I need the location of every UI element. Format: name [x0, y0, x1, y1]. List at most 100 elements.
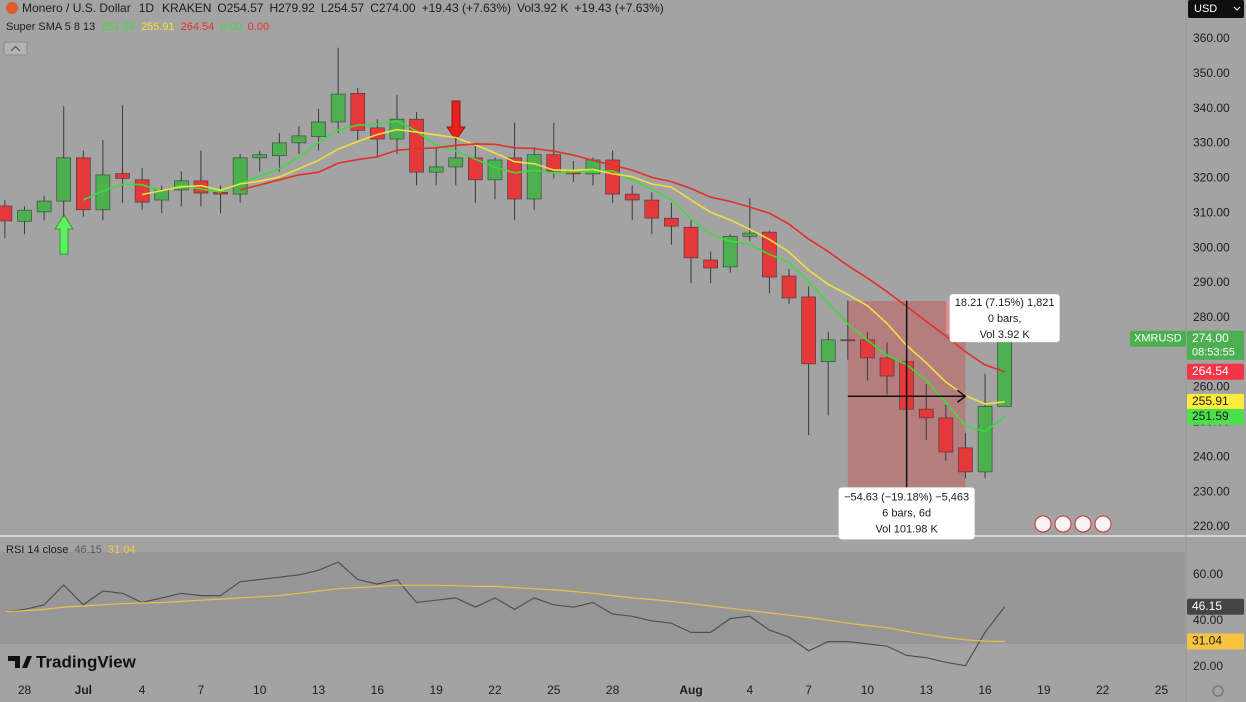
x-tick-label: 7	[198, 683, 205, 697]
y-tick-label: 330.00	[1193, 136, 1230, 150]
y-tick-label: 340.00	[1193, 101, 1230, 115]
candle-body	[350, 93, 366, 131]
event-flag[interactable]	[1034, 515, 1052, 533]
indicator-name: RSI 14 close	[6, 544, 68, 556]
candle-body	[409, 118, 424, 173]
currency-label: USD	[1194, 3, 1217, 15]
x-tick-label: 22	[488, 683, 502, 697]
field-value: 254.57	[328, 1, 365, 15]
field-label: O	[217, 1, 226, 15]
candle-body	[605, 159, 620, 195]
candle-body	[36, 200, 52, 213]
price-badge	[1187, 408, 1244, 425]
y-tick-label: 20.00	[1193, 659, 1223, 673]
y-tick-label: 360.00	[1193, 31, 1230, 45]
price-badge-label: 251.59	[1192, 409, 1229, 423]
candle-body	[958, 447, 973, 473]
field-value: 274.00	[379, 1, 416, 15]
sma-line	[141, 128, 1005, 405]
x-tick-label: 4	[746, 683, 753, 697]
field-label: C	[370, 1, 379, 15]
candle-body	[291, 135, 307, 144]
x-tick-label: 10	[253, 683, 267, 697]
candle-body	[820, 339, 836, 363]
candle-body	[134, 179, 150, 203]
y-tick-label: 260.00	[1193, 380, 1230, 394]
rsi-line	[4, 584, 1005, 643]
settings-icon[interactable]	[1212, 685, 1224, 697]
currency-caret	[1233, 6, 1241, 11]
candle-body	[507, 157, 522, 200]
field-value: 279.92	[278, 1, 315, 15]
y-tick-label: 300.00	[1193, 240, 1230, 254]
tooltip-label: Vol 3.92 K	[980, 329, 1031, 341]
candle-body	[56, 157, 72, 202]
field-value: 3.92 K	[534, 1, 569, 15]
event-flag[interactable]	[1054, 515, 1072, 533]
price-badge	[1187, 393, 1244, 410]
currency-button[interactable]	[1188, 0, 1244, 18]
field-label: L	[321, 1, 328, 15]
y-tick-label: 350.00	[1193, 66, 1230, 80]
x-tick-label: Aug	[679, 683, 702, 697]
y-tick-label: 240.00	[1193, 449, 1230, 463]
x-tick-label: 28	[18, 683, 32, 697]
candle-body	[17, 209, 32, 222]
event-flag[interactable]	[1074, 515, 1092, 533]
candle-body	[938, 417, 954, 453]
tooltip-label: 18.21 (7.15%) 1,821	[955, 297, 1055, 309]
candle-body	[860, 339, 875, 359]
y-tick-label: 310.00	[1193, 205, 1230, 219]
candle-body	[742, 232, 758, 237]
collapse-button[interactable]	[3, 41, 28, 56]
indicator-legend: RSI 14 close 46.15 31.04	[6, 544, 135, 556]
y-tick-label: 280.00	[1193, 310, 1230, 324]
indicator-value: 255.91	[141, 21, 175, 33]
x-tick-label: 4	[139, 683, 146, 697]
symbol-badge	[1130, 330, 1186, 347]
event-flag[interactable]	[1094, 515, 1112, 533]
candle-body	[703, 259, 718, 269]
candle-body	[781, 275, 797, 299]
field-value: 254.57	[227, 1, 264, 15]
rsi-line	[4, 561, 1006, 667]
candle-body	[0, 205, 13, 222]
header: Monero / U.S. Dollar 1D KRAKEN O254.57 H279.…	[22, 1, 664, 15]
x-tick-label: 13	[920, 683, 934, 697]
interval: 1D	[139, 1, 155, 15]
x-tick-label: 22	[1096, 683, 1110, 697]
candle-body	[879, 357, 895, 377]
candle-body	[801, 296, 816, 365]
countdown-label: 08:53:55	[1192, 347, 1235, 359]
indicator-value: 31.04	[108, 544, 136, 556]
event-flags	[1034, 515, 1112, 533]
y-tick-label: 320.00	[1193, 171, 1230, 185]
buy-arrow	[54, 214, 74, 255]
candle-body	[468, 157, 483, 181]
logo-text: TradingView	[36, 652, 137, 671]
price-badge	[1187, 363, 1244, 380]
indicator-legend: Super SMA 5 8 13 251.59 255.91 264.54 0.00 0.…	[6, 21, 269, 33]
logo-icon	[8, 656, 32, 668]
candle-body	[448, 157, 464, 168]
candle-body	[722, 235, 738, 268]
symbol-icon	[6, 2, 18, 14]
x-tick-label: 10	[861, 683, 875, 697]
price-badge	[1187, 598, 1244, 615]
indicator-value: 0.00	[220, 21, 241, 33]
price-badge-label: 255.91	[1192, 394, 1229, 408]
price-badge	[1187, 633, 1244, 650]
candle-body	[311, 121, 326, 137]
price-badge-label: 274.00	[1192, 331, 1229, 345]
candle-body	[487, 159, 503, 181]
price-badge-label: 46.15	[1192, 599, 1222, 613]
x-tick-label: 19	[1037, 683, 1051, 697]
x-tick-label: 7	[805, 683, 812, 697]
candle-body	[840, 339, 856, 342]
candle-body	[644, 199, 660, 219]
x-tick-label: 25	[547, 683, 561, 697]
field-label: H	[269, 1, 278, 15]
x-tick-label: 16	[978, 683, 992, 697]
symbol-badge-label: XMRUSD	[1134, 333, 1182, 345]
